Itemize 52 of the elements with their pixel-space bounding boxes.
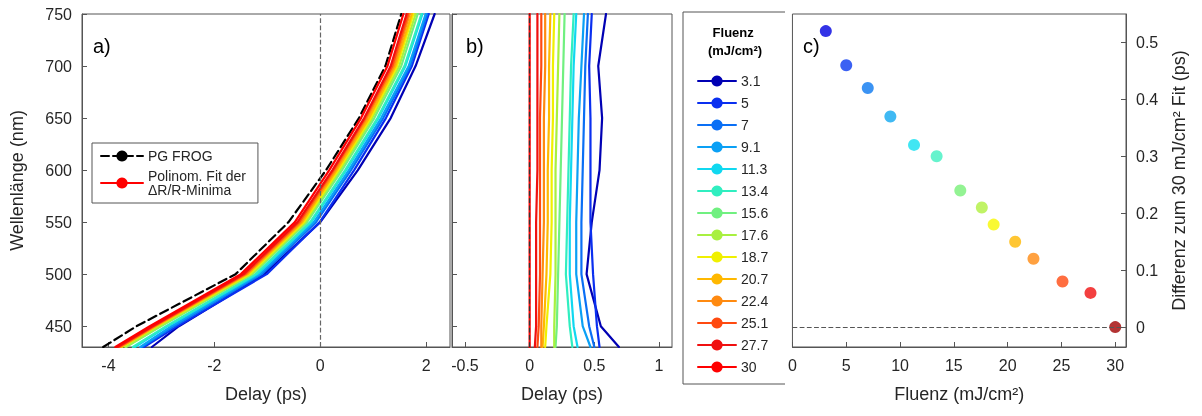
legend-label: 9.1 [741, 139, 761, 155]
legend-title: Fluenz (mJ/cm²) [707, 24, 763, 58]
legend-label: 20.7 [741, 271, 769, 287]
legend-label: 18.7 [741, 249, 769, 265]
legend-label: PG FROG [148, 148, 213, 164]
x-tick-label: 15 [944, 356, 963, 374]
x-tick-label: -2 [207, 356, 222, 374]
x-tick-label: -4 [101, 356, 116, 374]
legend-label: 7 [741, 117, 749, 133]
legend-label: 11.3 [741, 161, 768, 177]
x-axis-title: Fluenz (mJ/cm²) [894, 384, 1025, 404]
legend-label: 22.4 [741, 293, 769, 309]
y2-tick-label: 0.3 [1136, 147, 1159, 165]
x-tick-label: 0.5 [583, 356, 606, 374]
y2-tick-label: 0 [1136, 318, 1145, 336]
annotation: a) [93, 35, 111, 57]
legend-label: 3.1 [741, 73, 761, 89]
x-tick-label: 5 [841, 356, 851, 374]
legend-label: Polinom. Fit der ΔR/R-Minima [148, 168, 250, 198]
x-tick-label: 20 [998, 356, 1017, 374]
annotation: b) [466, 35, 484, 57]
legend-label: 27.7 [741, 337, 769, 353]
x-tick-label: 25 [1052, 356, 1071, 374]
x-tick-label: 0 [525, 356, 535, 374]
y-tick-label: 700 [45, 57, 73, 75]
y-tick-label: 750 [45, 5, 73, 23]
legend-label: 13.4 [741, 183, 769, 199]
x-tick-label: 0 [788, 356, 797, 374]
annotation: c) [803, 35, 820, 57]
y-tick-label: 550 [45, 213, 73, 231]
x-tick-label: 1 [654, 356, 664, 374]
legend-label: 17.6 [741, 227, 769, 243]
legend-label: 25.1 [741, 315, 769, 331]
y2-tick-label: 0.5 [1136, 33, 1159, 51]
y2-axis-title: Differenz zum 30 mJ/cm² Fit (ps) [1169, 50, 1189, 311]
x-tick-label: 10 [891, 356, 910, 374]
x-axis-title: Delay (ps) [224, 384, 308, 404]
legend-label: 15.6 [741, 205, 769, 221]
x-tick-label: 0 [315, 356, 325, 374]
x-tick-label: -0.5 [451, 356, 479, 374]
x-tick-label: 30 [1106, 356, 1125, 374]
y-tick-label: 450 [45, 317, 73, 335]
y2-tick-label: 0.1 [1136, 261, 1159, 279]
y-tick-label: 600 [45, 161, 73, 179]
y-axis-title: Wellenlänge (nm) [7, 110, 27, 251]
x-axis-title: Delay (ps) [520, 384, 604, 404]
x-tick-label: 2 [421, 356, 431, 374]
legend-label: 5 [741, 95, 749, 111]
y2-tick-label: 0.4 [1136, 90, 1159, 108]
y-tick-label: 500 [45, 265, 73, 283]
y2-tick-label: 0.2 [1136, 204, 1159, 222]
y-tick-label: 650 [45, 109, 73, 127]
